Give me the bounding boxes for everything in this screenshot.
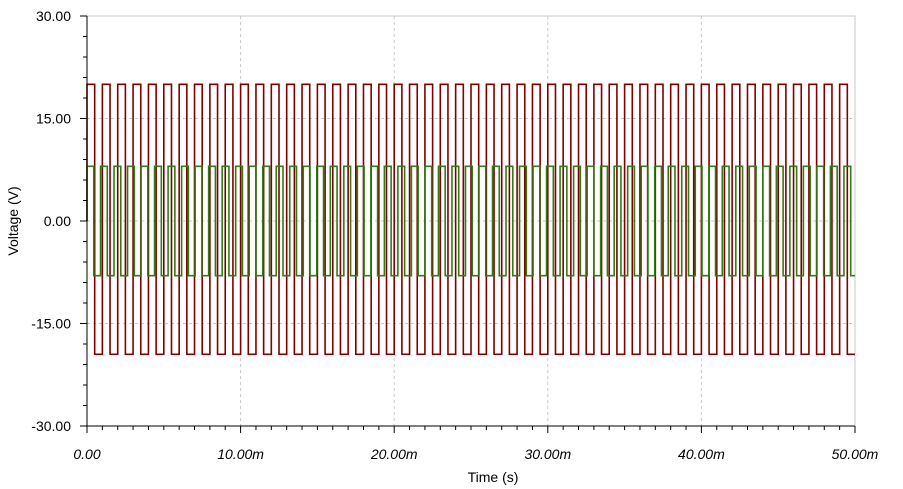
y-tick-label: 0.00 — [44, 213, 71, 229]
y-tick-label: 30.00 — [36, 8, 71, 24]
x-tick-label: 50.00m — [832, 446, 879, 462]
x-axis-label: Time (s) — [468, 469, 519, 485]
y-tick-label: -30.00 — [31, 418, 71, 434]
y-tick-label: 15.00 — [36, 111, 71, 127]
y-axis-label: Voltage (V) — [5, 186, 21, 255]
series-layer — [86, 83, 855, 356]
series-line-1 — [86, 83, 855, 356]
series-line-2 — [86, 165, 855, 277]
x-tick-label: 0.00 — [73, 446, 100, 462]
x-tick-label: 10.00m — [217, 446, 264, 462]
x-tick-label: 20.00m — [370, 446, 418, 462]
x-tick-label: 30.00m — [524, 446, 571, 462]
y-tick-label: -15.00 — [31, 316, 71, 332]
ticks: 0.00 10.00m 20.00m 30.00m 40.00m 50.00m 30.00 1… — [31, 8, 878, 462]
x-tick-label: 40.00m — [678, 446, 725, 462]
